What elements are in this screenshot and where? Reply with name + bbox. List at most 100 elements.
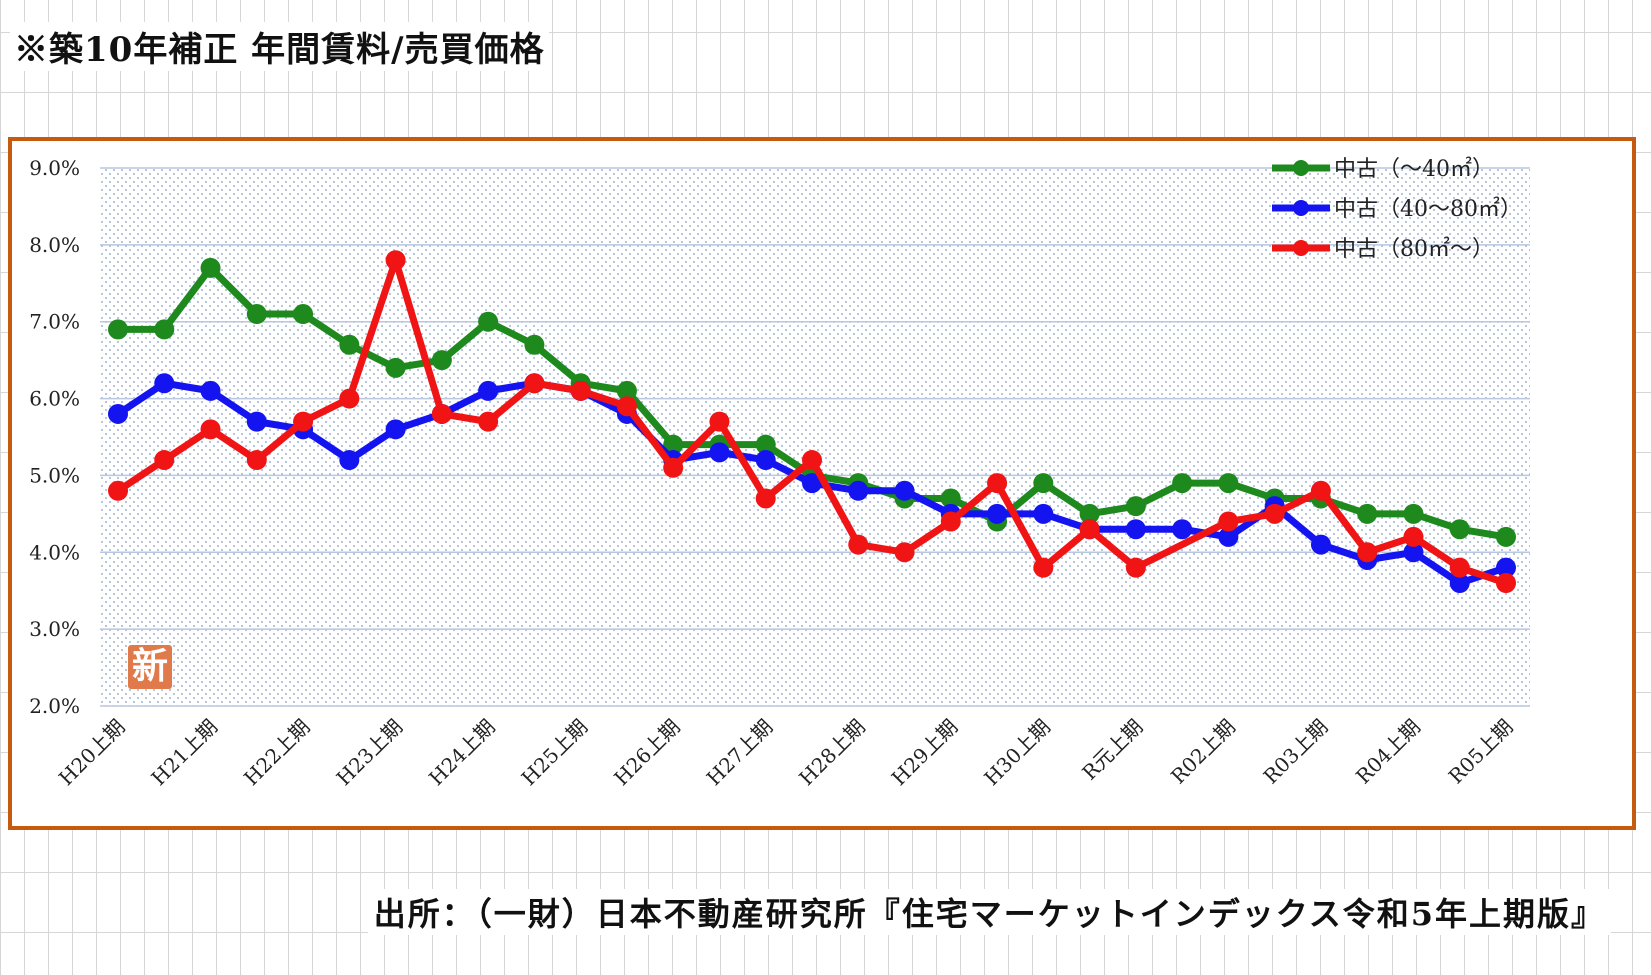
x-tick-label: R元上期 [1077,715,1147,785]
data-point [200,257,221,278]
data-point [154,319,175,340]
data-point [1403,503,1424,524]
data-point [1125,557,1146,578]
y-tick-label: 7.0% [29,310,80,334]
new-badge: 新 [128,645,172,689]
data-point [894,480,915,501]
data-point [1079,519,1100,540]
data-point [1218,473,1239,494]
data-point [246,450,267,471]
data-point [385,419,406,440]
legend-marker [1293,200,1309,216]
data-point [1033,473,1054,494]
source-note: 出所：（一財）日本不動産研究所『住宅マーケットインデックス令和5年上期版』 [367,889,1611,935]
data-point [663,457,684,478]
data-point [524,373,545,394]
y-tick-label: 8.0% [29,233,80,257]
x-tick-label: H22上期 [239,715,315,791]
x-tick-label: H26上期 [609,715,685,791]
data-point [1310,480,1331,501]
data-point [802,473,822,494]
x-tick-label: H29上期 [887,715,963,791]
data-point [1172,519,1193,540]
x-tick-label: R02上期 [1166,715,1240,789]
data-point [339,450,360,471]
series-3 [108,250,1516,594]
data-point [1449,519,1470,540]
data-point [385,357,406,378]
data-point [1218,511,1239,532]
data-point [154,450,175,471]
x-tick-label: R05上期 [1444,715,1518,789]
x-tick-label: H25上期 [517,715,593,791]
x-tick-label: H23上期 [332,715,408,791]
data-point [1264,503,1285,524]
x-tick-label: H21上期 [146,715,222,791]
data-point [616,380,637,401]
legend-label: 中古（40～80㎡） [1334,196,1522,222]
data-point [246,411,267,432]
data-point [755,488,776,509]
data-point [1496,557,1516,578]
data-point [1079,503,1100,524]
x-tick-label: H20上期 [54,715,130,791]
legend-label: 中古（80㎡～） [1334,236,1494,262]
data-point [246,304,267,325]
y-tick-label: 5.0% [29,463,80,487]
y-tick-label: 2.0% [29,694,80,718]
x-tick-label: H27上期 [702,715,778,791]
data-point [293,411,314,432]
data-point [848,534,869,555]
data-point [339,388,360,409]
data-point [663,434,684,455]
data-point [200,419,221,440]
data-point [1218,526,1239,547]
data-point [709,411,730,432]
y-tick-label: 3.0% [29,617,80,641]
x-tick-label: H24上期 [424,715,500,791]
data-point [1357,503,1378,524]
data-point [940,488,961,509]
data-point [987,473,1008,494]
data-point [154,373,175,394]
x-tick-label: R03上期 [1259,715,1333,789]
plot-area [100,168,1530,706]
y-tick-label: 4.0% [29,540,80,564]
data-point [1357,542,1378,563]
x-tick-label: H28上期 [794,715,870,791]
data-point [385,250,406,271]
data-point [339,334,360,355]
data-point [478,311,499,332]
data-point [894,542,915,563]
data-point [1310,534,1331,555]
data-point [1496,526,1516,547]
data-point [1449,557,1470,578]
data-point [616,396,637,417]
data-point [1172,473,1193,494]
data-point [848,480,869,501]
legend-marker [1293,160,1309,176]
data-point [1125,496,1146,517]
page-title: ※築10年補正 年間賃料/売買価格 [10,22,549,71]
x-tick-label: R04上期 [1351,715,1425,789]
y-tick-label: 9.0% [29,156,80,180]
data-point [940,511,961,532]
data-point [1403,526,1424,547]
legend-marker [1293,240,1309,256]
data-point [1125,519,1146,540]
x-tick-label: H30上期 [979,715,1055,791]
data-point [293,304,314,325]
data-point [987,503,1008,524]
data-point [478,380,499,401]
data-point [1403,542,1424,563]
data-point [431,403,452,424]
data-point [108,319,128,340]
data-point [755,450,776,471]
data-point [431,350,452,371]
data-point [755,434,776,455]
data-point [524,334,545,355]
data-point [1449,573,1470,594]
legend-label: 中古（～40㎡） [1334,156,1494,182]
data-point [1033,503,1054,524]
data-point [570,380,591,401]
